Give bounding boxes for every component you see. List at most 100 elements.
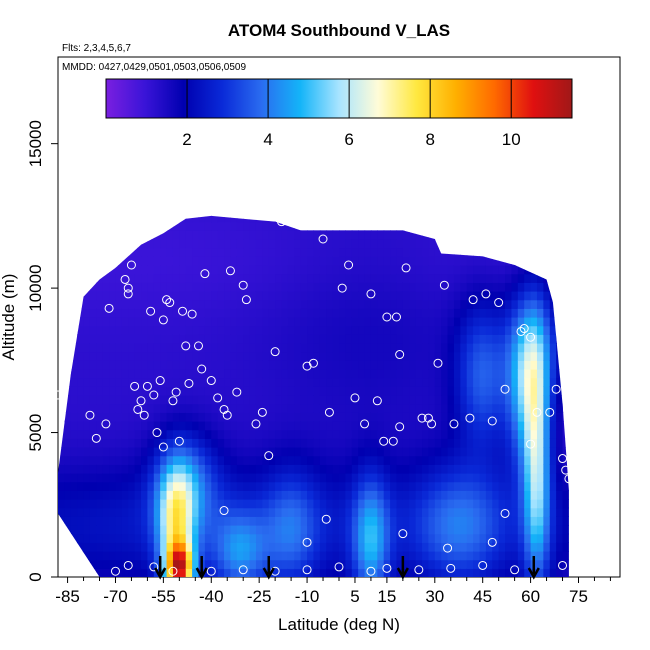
heatmap-cell	[390, 473, 398, 483]
heatmap-cell	[511, 343, 519, 353]
heatmap-cell	[473, 403, 481, 413]
heatmap-cell	[83, 542, 91, 552]
heatmap-cell	[339, 377, 346, 387]
heatmap-cell	[185, 447, 193, 457]
heatmap-cell	[89, 455, 97, 465]
heatmap-cell	[147, 438, 155, 448]
heatmap-cell	[345, 403, 353, 413]
heatmap-cell	[185, 273, 193, 283]
sample-point	[149, 562, 159, 572]
heatmap-cell	[358, 455, 366, 465]
heatmap-cell	[326, 551, 334, 561]
heatmap-cell	[351, 568, 359, 577]
heatmap-cell	[409, 507, 417, 517]
heatmap-cell	[479, 282, 487, 292]
heatmap-cell	[83, 308, 91, 318]
heatmap-cell	[460, 455, 468, 465]
heatmap-cell	[160, 239, 168, 249]
heatmap-cell	[262, 351, 270, 361]
heatmap-cell	[498, 464, 506, 474]
heatmap-cell	[543, 403, 551, 413]
heatmap-cell	[287, 239, 295, 249]
heatmap-cell	[217, 403, 225, 413]
heatmap-cell	[383, 516, 391, 526]
heatmap-cell	[396, 464, 404, 474]
heatmap-cell	[268, 221, 276, 231]
heatmap-cell	[332, 421, 340, 431]
heatmap-cell	[141, 568, 149, 577]
heatmap-cell	[319, 568, 327, 577]
heatmap-cell	[115, 516, 123, 526]
heatmap-cell	[358, 429, 366, 439]
heatmap-cell	[319, 256, 327, 266]
heatmap-cell	[428, 551, 436, 561]
heatmap-cell	[115, 455, 123, 465]
heatmap-cell	[485, 551, 493, 561]
heatmap-cell	[536, 559, 544, 569]
heatmap-cell	[447, 464, 455, 474]
sample-point	[178, 306, 188, 316]
heatmap-cell	[128, 412, 136, 422]
heatmap-cell	[492, 412, 500, 422]
heatmap-cell	[236, 429, 244, 439]
heatmap-cell	[287, 343, 295, 353]
heatmap-cell	[255, 351, 263, 361]
heatmap-cell	[332, 299, 340, 309]
sample-point	[532, 407, 542, 417]
heatmap-cell	[422, 360, 430, 370]
heatmap-cell	[287, 273, 295, 283]
heatmap-cell	[498, 525, 506, 535]
sample-point	[120, 274, 130, 284]
x-axis: -85 -70 -55 -40 -25 -10 5 15 30 45 60 75	[55, 577, 611, 606]
heatmap-cell	[339, 273, 346, 283]
heatmap-cell	[147, 351, 155, 361]
heatmap-cell	[505, 291, 513, 301]
heatmap-cell	[377, 299, 385, 309]
heatmap-cell	[147, 429, 155, 439]
heatmap-cell	[109, 473, 117, 483]
heatmap-cell	[415, 559, 423, 569]
heatmap-cell	[428, 317, 436, 327]
heatmap-cell	[332, 438, 340, 448]
heatmap-cell	[364, 473, 372, 483]
heatmap-cell	[428, 568, 436, 577]
sample-point	[334, 562, 344, 572]
heatmap-cell	[530, 542, 538, 552]
heatmap-cell	[192, 481, 200, 491]
heatmap-cell	[339, 265, 346, 275]
heatmap-cell	[211, 447, 219, 457]
heatmap-cell	[109, 282, 117, 292]
heatmap-cell	[313, 403, 321, 413]
heatmap-cell	[83, 447, 91, 457]
heatmap-cell	[166, 334, 174, 344]
heatmap-cell	[428, 533, 436, 543]
heatmap-cell	[121, 499, 129, 509]
heatmap-cell	[460, 403, 468, 413]
heatmap-cell	[134, 351, 142, 361]
heatmap-cell	[236, 447, 244, 457]
heatmap-cell	[77, 360, 85, 370]
heatmap-cell	[141, 325, 149, 335]
heatmap-cell	[396, 256, 404, 266]
heatmap-cell	[217, 239, 225, 249]
heatmap-cell	[492, 360, 500, 370]
heatmap-cell	[492, 377, 500, 387]
heatmap-cell	[383, 499, 391, 509]
heatmap-cell	[185, 395, 193, 405]
heatmap-cell	[185, 247, 193, 257]
heatmap-cell	[441, 343, 449, 353]
heatmap-cell	[262, 525, 270, 535]
heatmap-cell	[549, 325, 557, 335]
heatmap-cell	[460, 516, 468, 526]
heatmap-cell	[402, 429, 410, 439]
heatmap-cell	[396, 507, 404, 517]
heatmap-cell	[160, 282, 168, 292]
heatmap-cell	[166, 369, 174, 379]
heatmap-cell	[262, 507, 270, 517]
heatmap-cell	[536, 291, 544, 301]
heatmap-cell	[249, 308, 257, 318]
heatmap-cell	[517, 377, 525, 387]
heatmap-cell	[319, 455, 327, 465]
sample-point	[139, 410, 149, 420]
heatmap-cell	[498, 334, 506, 344]
